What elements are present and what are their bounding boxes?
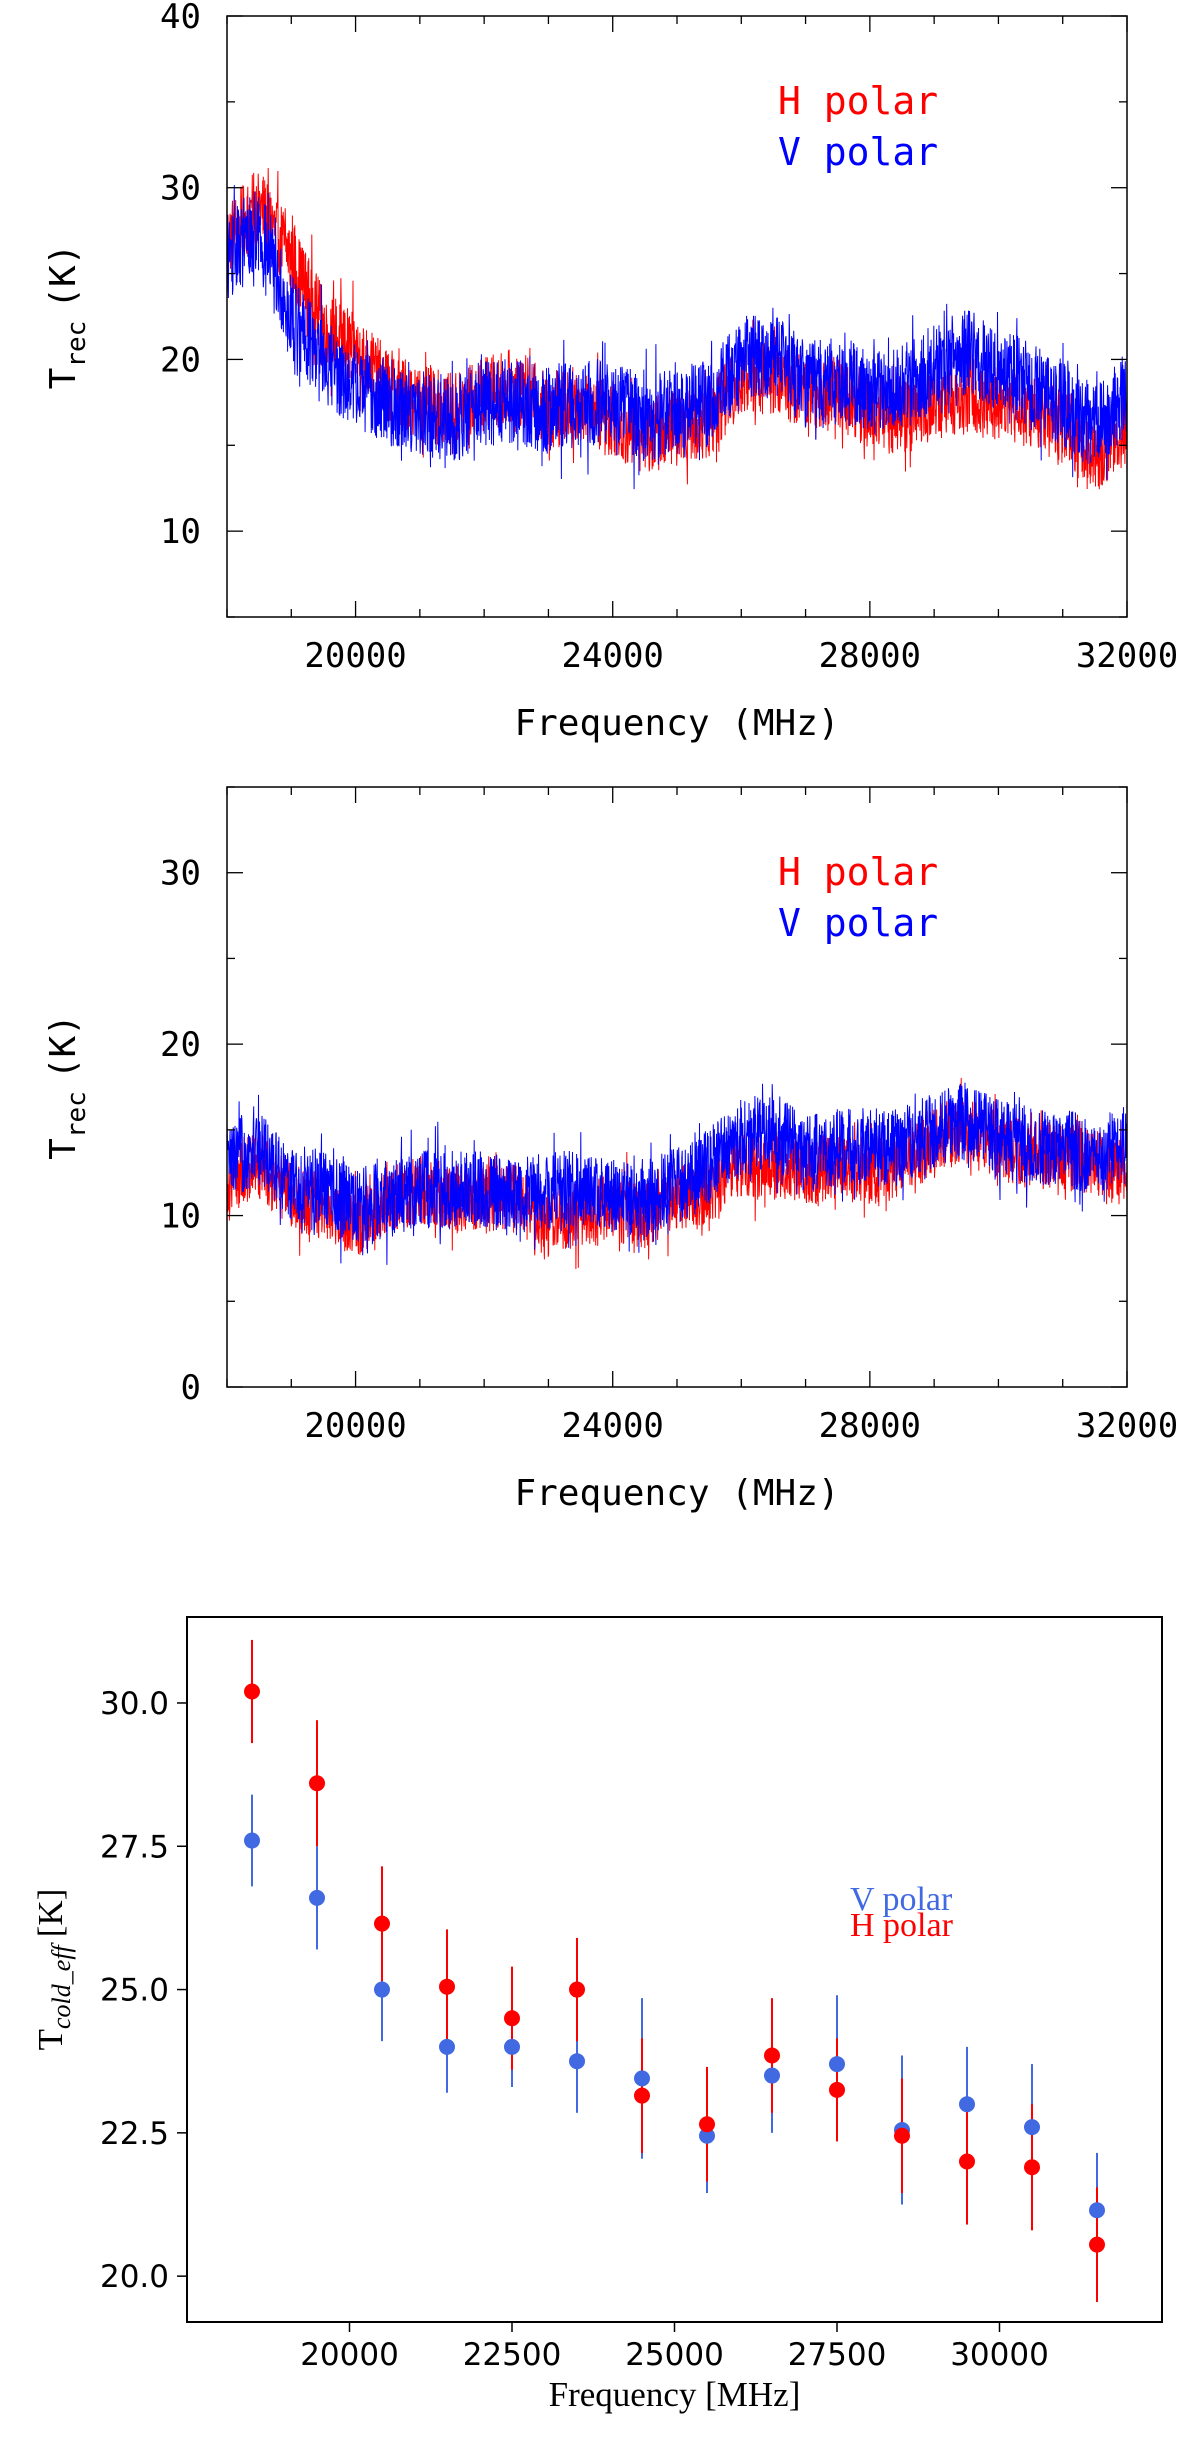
y-tick-label: 30 (160, 169, 201, 209)
y-tick-label: 20 (160, 1025, 201, 1065)
x-tick-label: 27500 (788, 2337, 887, 2373)
data-point-h-polar (634, 2087, 650, 2104)
chart-panel-3: 20000 22500 25000 27500 30000 20.0 22.5 25.0 27.… (31, 1616, 1163, 2414)
series-line-v-polar (227, 185, 1127, 490)
data-point-v-polar (504, 2038, 520, 2055)
y-tick-label: 25.0 (100, 1973, 169, 2009)
data-point-v-polar (569, 2053, 585, 2070)
series-line-h-polar (227, 167, 1127, 490)
data-point-v-polar (1089, 2202, 1105, 2219)
y-axis-label-unit: [K] (31, 1889, 70, 1938)
y-tick-label: 0 (181, 1368, 201, 1408)
y-axis-label-main: T (43, 368, 84, 390)
y-axis-label-sub: rec (62, 1091, 92, 1138)
x-tick-label: 22500 (463, 2337, 562, 2373)
y-tick-label: 20 (160, 340, 201, 380)
y-axis-label-sub: rec (62, 321, 92, 368)
data-point-v-polar (699, 2127, 715, 2144)
data-point-v-polar (1024, 2119, 1040, 2136)
data-point-v-polar (439, 2038, 455, 2055)
chart-panel-2: 20000 24000 28000 32000 0 10 20 30 Frequency (MH… (43, 786, 1178, 1514)
y-tick-label: 30 (160, 854, 201, 894)
data-point-h-polar (309, 1775, 325, 1792)
y-axis-label-main: T (43, 1138, 84, 1160)
legend-entry-v-polar: V polar (778, 901, 938, 945)
plot-frame (186, 1616, 1163, 2323)
y-tick-label: 10 (160, 1197, 201, 1237)
data-point-h-polar (959, 2153, 975, 2170)
legend-entry-h-polar: H polar (778, 850, 938, 894)
legend-entry-v-polar: V polar (850, 1881, 953, 1918)
legend-entry-h-polar: H polar (778, 79, 938, 123)
data-point-h-polar (374, 1915, 390, 1932)
y-axis-label-main: T (31, 2029, 70, 2050)
y-tick-label: 20.0 (100, 2259, 169, 2295)
y-tick-label: 27.5 (100, 1829, 169, 1865)
legend-entry-v-polar: V polar (778, 130, 938, 174)
y-axis-label-sub: cold_eff (47, 1941, 76, 2029)
legend-entry-h-polar: H polar (850, 1907, 954, 1944)
x-tick-label: 24000 (562, 636, 664, 676)
x-axis-label: Frequency (MHz) (514, 1473, 839, 1514)
data-point-h-polar (699, 2116, 715, 2133)
data-point-v-polar (764, 2067, 780, 2084)
data-point-v-polar (634, 2070, 650, 2087)
x-tick-label: 20000 (304, 636, 406, 676)
data-point-v-polar (244, 1832, 260, 1849)
plot-frame (226, 786, 1128, 1388)
data-point-v-polar (374, 1981, 390, 1998)
data-point-h-polar (439, 1978, 455, 1995)
data-point-v-polar (829, 2056, 845, 2073)
data-point-h-polar (764, 2047, 780, 2064)
data-point-h-polar (829, 2081, 845, 2098)
series-line-v-polar (227, 1082, 1127, 1265)
y-tick-label: 10 (160, 512, 201, 552)
data-point-h-polar (504, 2010, 520, 2027)
x-tick-label: 32000 (1076, 1406, 1178, 1446)
plot-frame (226, 15, 1128, 618)
x-tick-label: 20000 (304, 1406, 406, 1446)
data-point-h-polar (569, 1981, 585, 1998)
y-tick-label: 22.5 (100, 2116, 169, 2152)
y-axis-label-unit: (K) (43, 1014, 84, 1079)
x-tick-label: 20000 (300, 2337, 399, 2373)
y-tick-label: 30.0 (100, 1686, 169, 1722)
data-point-v-polar (959, 2096, 975, 2113)
y-axis-label: Trec (K) (43, 1014, 92, 1160)
data-point-v-polar (309, 1889, 325, 1906)
y-tick-label: 40 (160, 0, 201, 37)
x-axis-label: Frequency (MHz) (514, 703, 839, 744)
y-axis-label: Trec (K) (43, 244, 92, 390)
x-tick-label: 30000 (950, 2337, 1049, 2373)
data-point-h-polar (244, 1683, 260, 1700)
x-tick-label: 28000 (819, 1406, 921, 1446)
data-point-h-polar (894, 2127, 910, 2144)
data-point-h-polar (1089, 2236, 1105, 2253)
chart-panel-1: 20000 24000 28000 32000 10 20 30 40 Frequency (M… (43, 0, 1178, 744)
x-tick-label: 32000 (1076, 636, 1178, 676)
x-axis-label: Frequency [MHz] (549, 2375, 801, 2414)
y-axis-label-unit: (K) (43, 244, 84, 309)
x-tick-label: 28000 (819, 636, 921, 676)
x-tick-label: 25000 (625, 2337, 724, 2373)
y-axis-label: Tcold_eff [K] (31, 1889, 76, 2051)
data-point-h-polar (1024, 2159, 1040, 2176)
x-tick-label: 24000 (562, 1406, 664, 1446)
